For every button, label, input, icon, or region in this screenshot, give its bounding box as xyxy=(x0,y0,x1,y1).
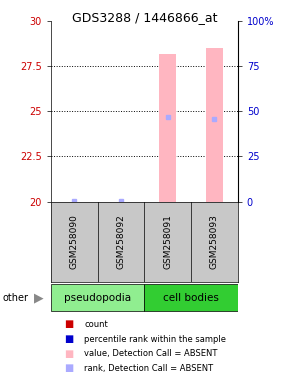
Bar xyxy=(206,48,223,202)
Text: rank, Detection Call = ABSENT: rank, Detection Call = ABSENT xyxy=(84,364,213,373)
Text: GSM258091: GSM258091 xyxy=(163,215,172,269)
Text: GSM258090: GSM258090 xyxy=(70,215,79,269)
Text: percentile rank within the sample: percentile rank within the sample xyxy=(84,334,226,344)
Bar xyxy=(160,54,176,202)
Bar xyxy=(51,284,144,311)
Text: ■: ■ xyxy=(64,334,73,344)
Bar xyxy=(144,284,238,311)
Text: ■: ■ xyxy=(64,363,73,373)
Text: count: count xyxy=(84,320,108,329)
Text: value, Detection Call = ABSENT: value, Detection Call = ABSENT xyxy=(84,349,218,358)
Text: ▶: ▶ xyxy=(34,291,44,304)
Text: GSM258093: GSM258093 xyxy=(210,215,219,269)
Text: GSM258092: GSM258092 xyxy=(116,215,125,269)
Text: other: other xyxy=(3,293,29,303)
Text: ■: ■ xyxy=(64,349,73,359)
Text: ■: ■ xyxy=(64,319,73,329)
Text: pseudopodia: pseudopodia xyxy=(64,293,131,303)
Text: GDS3288 / 1446866_at: GDS3288 / 1446866_at xyxy=(72,12,218,25)
Text: cell bodies: cell bodies xyxy=(163,293,219,303)
